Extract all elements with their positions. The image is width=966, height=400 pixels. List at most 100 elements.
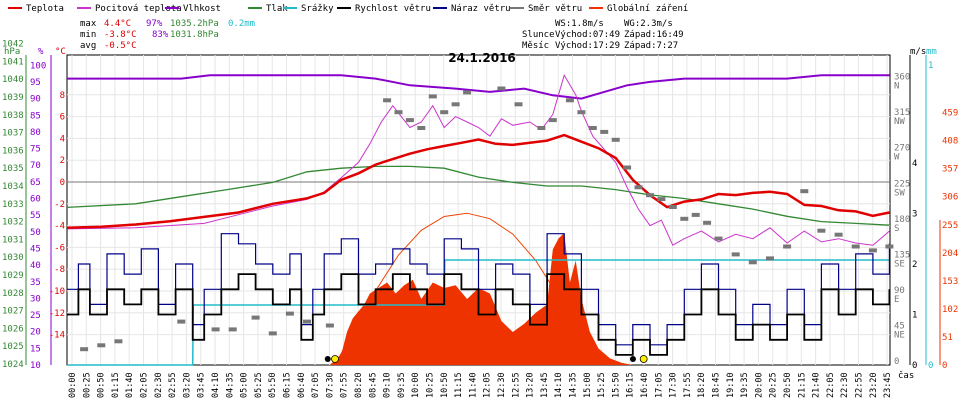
temp-tick: -4: [54, 222, 65, 232]
chart-title: 24.1.2016: [448, 51, 516, 65]
info-sun-set: Západ:16:49: [624, 30, 684, 40]
hpa-tick: 1035: [2, 164, 24, 174]
x-tick: 07:30: [325, 372, 335, 398]
wind-gust-line: [67, 233, 891, 346]
hpa-tick: 1040: [2, 75, 24, 85]
wind-tick: 1: [912, 311, 917, 321]
temp-tick: 2: [60, 156, 65, 166]
legend-label: Teplota: [26, 4, 64, 14]
info-block: WS:1.8m/s WG:2.3m/s Slunce Východ:07:49 …: [522, 19, 684, 51]
pct-tick: 40: [30, 261, 41, 271]
x-tick: 04:35: [225, 372, 235, 398]
stat-max-hum: 97%: [146, 19, 163, 29]
info-sun-label: Slunce: [522, 30, 555, 40]
x-tick: 23:20: [869, 372, 879, 398]
wind-unit: m/s: [910, 47, 926, 57]
hpa-tick: 1030: [2, 253, 24, 263]
hpa-tick: 1024: [2, 360, 24, 370]
wind-dir-mark: [80, 347, 89, 352]
wind-tick: 0: [912, 361, 917, 371]
x-tick: 07:55: [340, 372, 350, 398]
temp-tick: -6: [54, 243, 65, 253]
wind-dir-mark: [440, 110, 449, 115]
legend-label: Tlak: [266, 4, 288, 14]
wind-dir-mark: [691, 212, 700, 217]
x-tick: 17:05: [654, 372, 664, 398]
wind-dir-mark: [834, 232, 843, 237]
wind-dir-mark: [588, 126, 597, 130]
x-tick: 04:10: [211, 372, 221, 398]
wind-speed-line: [67, 273, 891, 356]
wind-tick: 4: [912, 159, 917, 169]
stat-min-hum: 83%: [152, 30, 169, 40]
x-tick: 03:20: [182, 372, 192, 398]
pct-tick: 95: [30, 78, 41, 88]
legend-label: Pocitová teplota: [95, 4, 182, 14]
wind-dir-mark: [405, 118, 414, 123]
pct-tick: 70: [30, 161, 41, 171]
dir-name-tick: NE: [894, 330, 905, 340]
wind-dir-mark: [228, 327, 237, 332]
sunset-marker: [639, 355, 648, 363]
pct-tick: 90: [30, 95, 41, 105]
dir-deg-tick: 135: [894, 250, 910, 260]
wind-dir-mark: [634, 185, 643, 190]
hpa-tick: 1038: [2, 111, 24, 121]
wind-dir-mark: [251, 315, 260, 320]
legend-label: Rychlost větru: [355, 4, 431, 14]
wind-dir-mark: [497, 86, 506, 91]
pct-tick: 100: [30, 61, 46, 71]
x-tick: 19:35: [740, 372, 750, 398]
rad-tick: 459: [942, 109, 958, 119]
wind-dir-mark: [97, 343, 106, 348]
hpa-tick: 1033: [2, 200, 24, 210]
x-tick: 17:55: [683, 372, 693, 398]
wind-dir-mark: [325, 323, 334, 328]
hpa-unit: hPa: [4, 47, 20, 57]
stat-avg-label: avg: [80, 41, 96, 51]
x-tick: 14:10: [554, 372, 564, 398]
pct-tick: 75: [30, 145, 41, 155]
rain-unit: mm: [926, 47, 937, 57]
x-tick: 10:00: [411, 372, 421, 398]
wind-dir-mark: [177, 319, 186, 324]
legend-label: Vlhkost: [183, 4, 221, 14]
pct-tick: 50: [30, 228, 41, 238]
wind-dir-mark: [680, 216, 689, 221]
stat-max-press: 1035.2hPa: [170, 19, 219, 29]
x-tick: 18:20: [697, 372, 707, 398]
hpa-tick: 1025: [2, 342, 24, 352]
temp-tick: 8: [60, 91, 65, 101]
x-tick: 09:35: [397, 372, 407, 398]
wind-dir-mark: [600, 129, 609, 134]
wind-dir-mark: [623, 165, 632, 170]
wind-dir-mark: [668, 205, 677, 209]
rad-tick: 255: [942, 221, 958, 231]
x-tick: 02:30: [154, 372, 164, 398]
wind-dir-mark: [514, 102, 523, 107]
stat-avg-temp: -0.5°C: [104, 41, 137, 51]
markers-layer: [324, 355, 648, 363]
wind-dir-mark: [817, 228, 826, 233]
legend: Teplota Pocitová teplota Vlhkost Tlak Srážky…: [8, 4, 688, 14]
dir-name-tick: N: [894, 82, 899, 92]
x-tick: 19:10: [726, 372, 736, 398]
legend-label: Náraz větru: [451, 4, 511, 14]
legend-label: Srážky: [301, 4, 334, 14]
x-tick: 07:05: [311, 372, 321, 398]
legend-label: Globální záření: [607, 4, 688, 14]
wind-dir-mark: [868, 248, 877, 253]
x-tick: 01:40: [125, 372, 135, 398]
x-tick: 15:25: [597, 372, 607, 398]
rad-tick: 153: [942, 277, 958, 287]
x-tick: 13:20: [526, 372, 536, 398]
rain-tick: 1: [928, 61, 933, 71]
info-ws: WS:1.8m/s: [555, 19, 604, 29]
wind-dir-mark: [800, 189, 809, 194]
pct-tick: 65: [30, 178, 41, 188]
hpa-tick: 1028: [2, 289, 24, 299]
x-tick: 06:40: [297, 372, 307, 398]
x-tick: 05:50: [268, 372, 278, 398]
dir-deg-tick: 45: [894, 321, 905, 331]
